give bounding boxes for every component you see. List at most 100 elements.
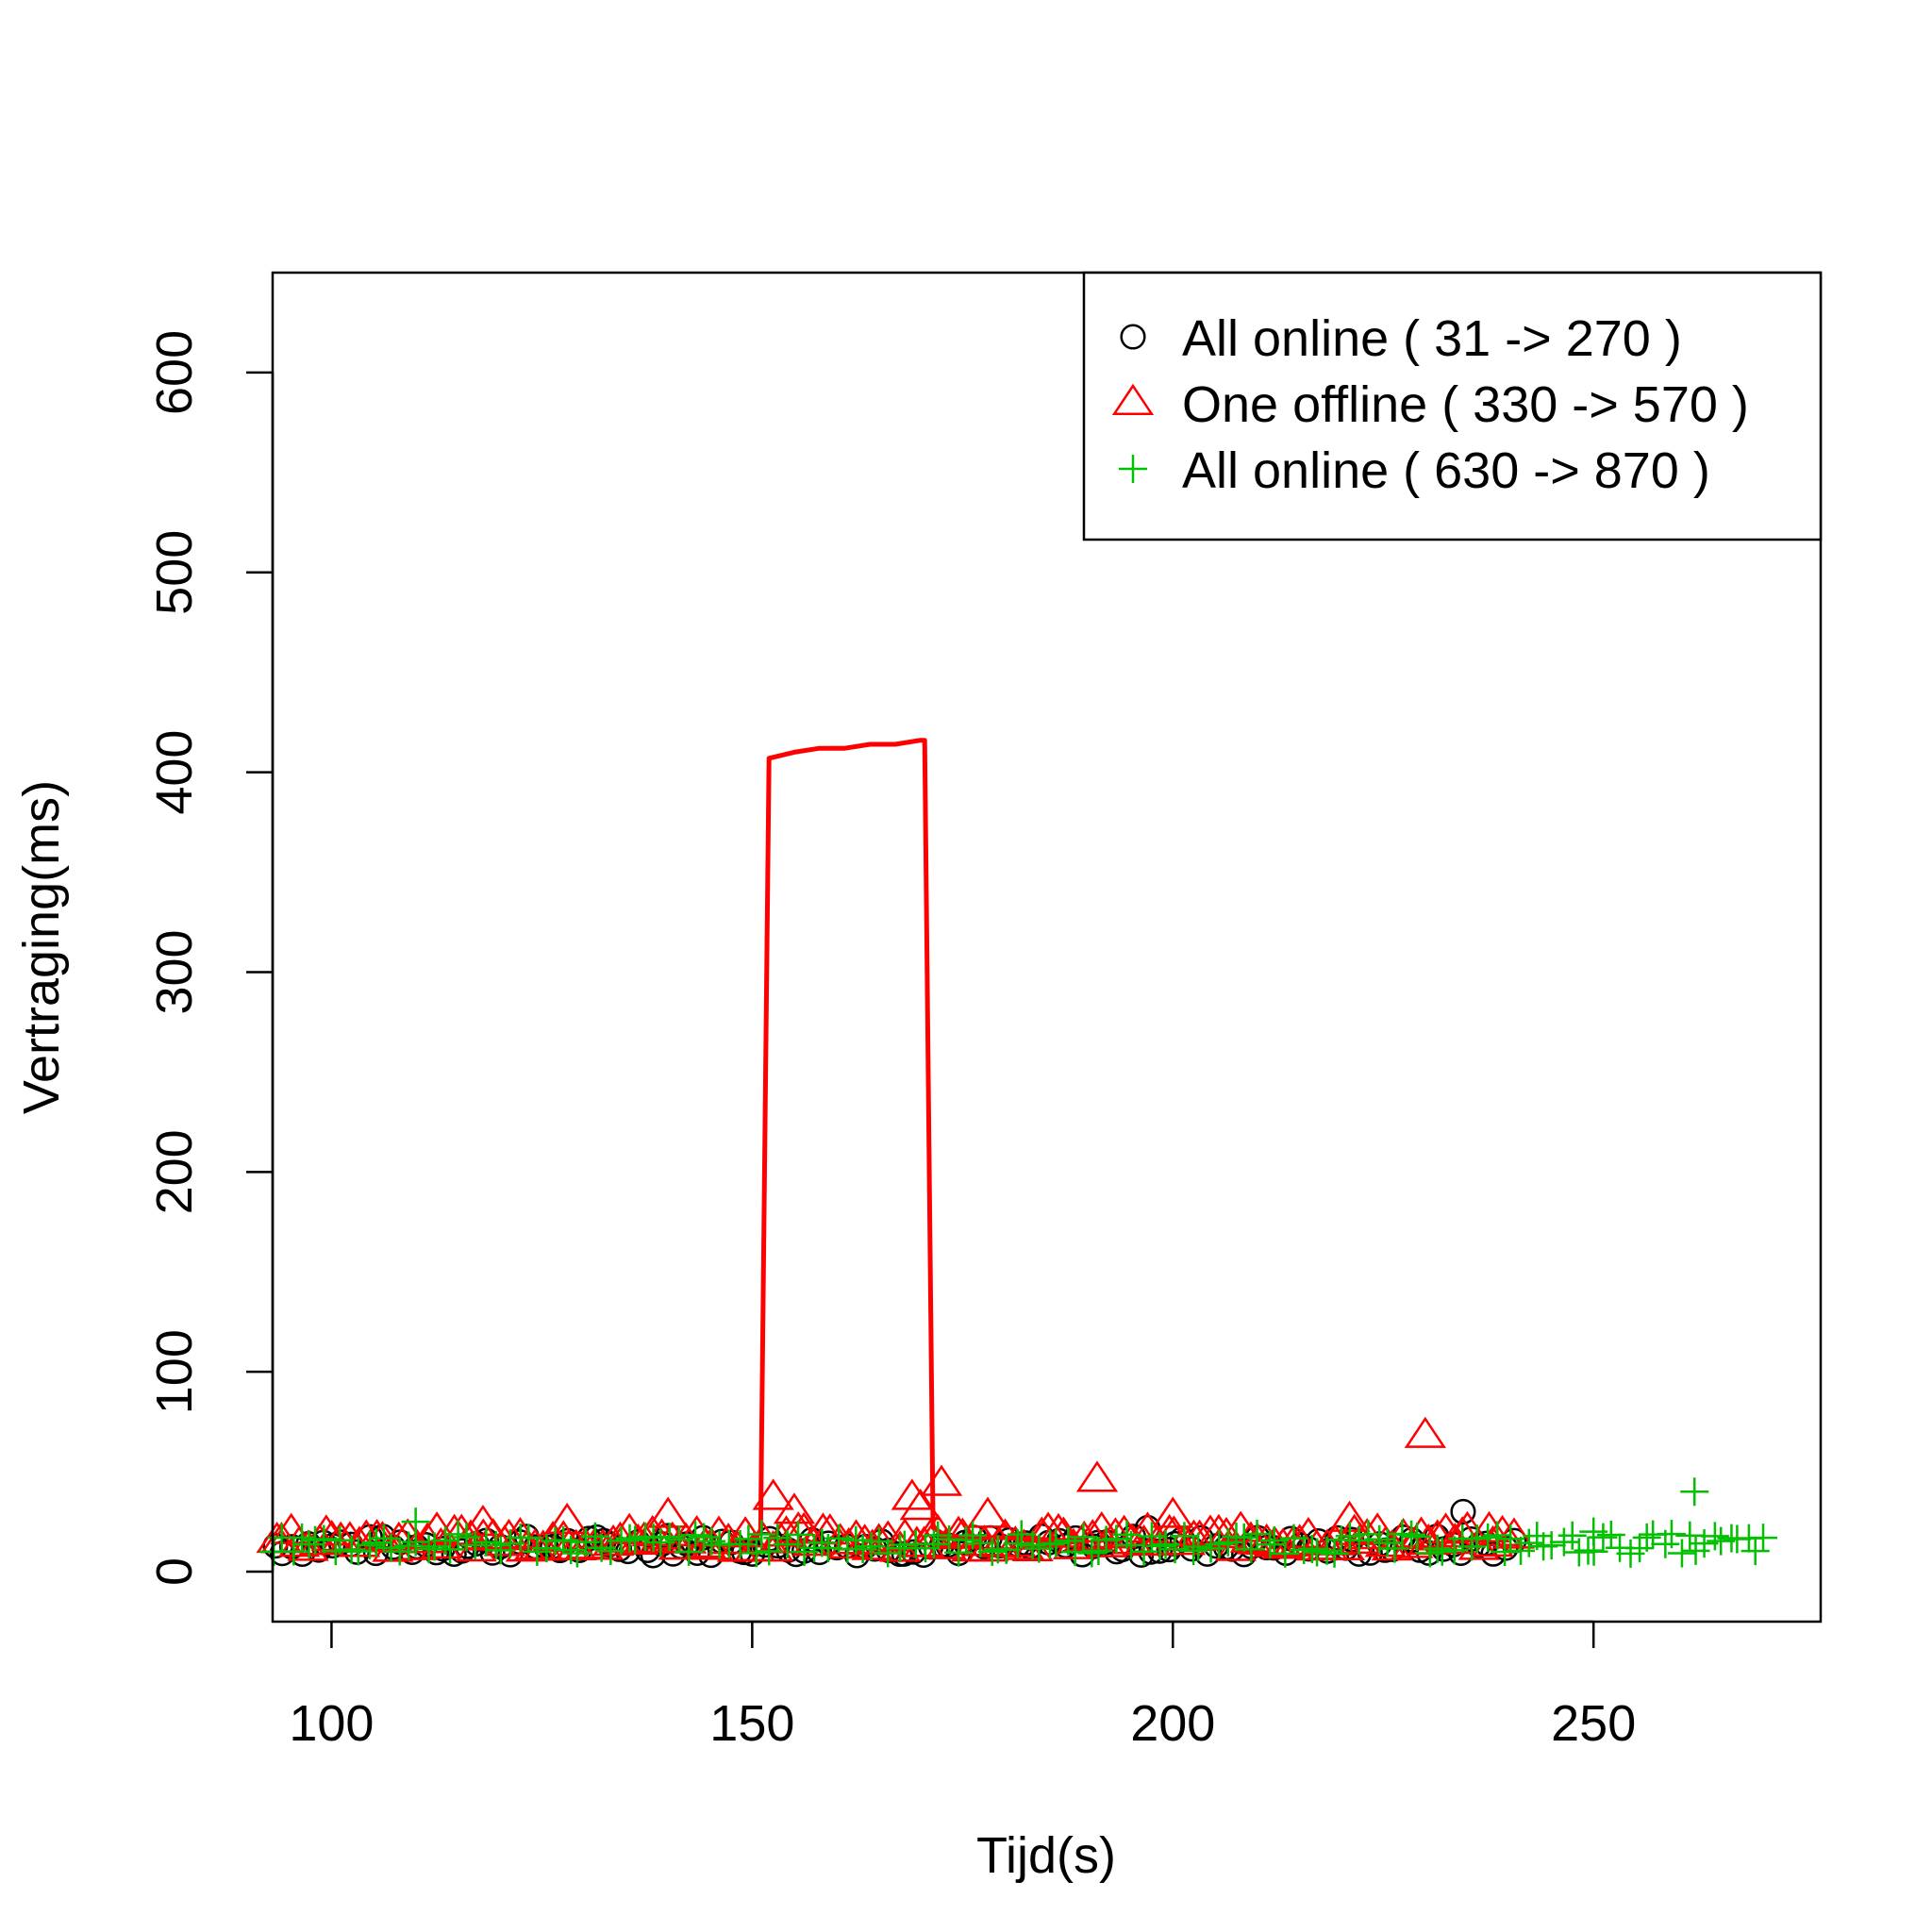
triangle-point (441, 1513, 483, 1545)
triangle-point (752, 1478, 794, 1510)
triangle-point (1481, 1514, 1524, 1547)
plus-point (675, 1537, 704, 1566)
plus-point (783, 1520, 812, 1549)
plus-point (1507, 1536, 1536, 1565)
plus-point (420, 1532, 449, 1561)
plus-point (952, 1525, 981, 1555)
triangle-point (773, 1492, 816, 1524)
plus-point (1145, 1531, 1174, 1560)
plus-point (1657, 1520, 1686, 1549)
legend-label: One offline ( 330 -> 570 ) (1182, 376, 1749, 433)
plus-point (337, 1535, 366, 1564)
y-axis-label: Vertraging(ms) (13, 780, 70, 1114)
triangle-point (647, 1496, 690, 1528)
plus-point (557, 1536, 586, 1565)
plus-point (1483, 1521, 1512, 1550)
plus-point (1084, 1537, 1113, 1566)
plus-point (1625, 1534, 1655, 1563)
y-tick-label: 0 (146, 1557, 203, 1586)
x-axis-label: Tijd(s) (976, 1827, 1116, 1884)
plus-point (361, 1528, 391, 1557)
triangle-point (522, 1529, 564, 1561)
y-tick-label: 400 (146, 730, 203, 815)
plus-point (741, 1539, 771, 1568)
plus-point (1196, 1534, 1225, 1563)
x-tick-label: 150 (709, 1695, 794, 1752)
x-tick-label: 200 (1130, 1695, 1215, 1752)
plus-point (808, 1528, 837, 1557)
plus-point (1457, 1532, 1487, 1561)
triangle-point (1111, 383, 1155, 415)
triangle-point (287, 1529, 329, 1561)
plus-point (991, 1535, 1021, 1564)
plus-point (1397, 1520, 1426, 1549)
plus-point (734, 1524, 763, 1554)
plus-point (1667, 1539, 1696, 1568)
y-tick-label: 500 (146, 530, 203, 615)
plus-point (1077, 1539, 1107, 1568)
plus-point (1119, 455, 1147, 483)
triangle-point (920, 1464, 963, 1496)
y-tick-label: 100 (146, 1329, 203, 1414)
triangle-point (546, 1502, 589, 1535)
plus-point (288, 1523, 317, 1552)
plot-marks (256, 738, 1778, 1569)
plus-point (944, 1538, 974, 1567)
plus-point (309, 1524, 339, 1554)
legend-label: All online ( 31 -> 270 ) (1182, 310, 1682, 367)
triangle-point (1220, 1510, 1262, 1542)
plus-point (1259, 1526, 1289, 1556)
plus-point (1117, 1530, 1146, 1559)
plus-point (1129, 1537, 1158, 1566)
plus-point (958, 1521, 988, 1550)
plus-point (1596, 1521, 1625, 1550)
plus-point (1675, 1521, 1705, 1550)
plus-point (1632, 1523, 1661, 1552)
plus-point (1740, 1537, 1770, 1566)
plus-point (1184, 1532, 1213, 1561)
y-tick-label: 300 (146, 929, 203, 1014)
plus-point (1320, 1539, 1349, 1568)
plus-point (1373, 1528, 1402, 1557)
plus-point (481, 1530, 510, 1559)
plus-point (1354, 1520, 1383, 1549)
plus-point (1041, 1529, 1071, 1558)
plus-point (1680, 1477, 1709, 1507)
plus-point (580, 1522, 609, 1551)
plus-point (1537, 1531, 1566, 1560)
triangle-point (1075, 1460, 1119, 1492)
plus-point (1024, 1534, 1054, 1563)
triangle-point (406, 1522, 449, 1554)
triangle-point (461, 1504, 505, 1537)
plus-point (874, 1539, 903, 1568)
circle-point (1120, 324, 1146, 350)
series-3 (259, 1477, 1778, 1568)
plus-point (1213, 1527, 1242, 1557)
plus-point (924, 1521, 953, 1550)
plus-point (436, 1535, 465, 1564)
plus-point (977, 1537, 1007, 1566)
plus-point (1256, 1530, 1285, 1559)
plus-point (886, 1534, 915, 1563)
plus-point (401, 1507, 430, 1537)
plus-point (1054, 1526, 1083, 1556)
triangle-point (1472, 1524, 1514, 1557)
series-2 (256, 738, 1536, 1562)
plus-point (1229, 1523, 1258, 1552)
plus-point (747, 1520, 776, 1549)
plus-point (1690, 1529, 1719, 1558)
plus-point (1681, 1536, 1710, 1565)
plus-point (355, 1530, 384, 1559)
legend-label: All online ( 630 -> 870 ) (1182, 442, 1710, 499)
triangle-point (891, 1478, 933, 1510)
plus-point (1427, 1537, 1457, 1566)
plus-point (1069, 1523, 1098, 1552)
axes: 100 150 200 250 0 100 200 300 400 500 600 (146, 330, 1636, 1752)
triangle-point (1136, 1524, 1179, 1556)
plus-point (690, 1523, 719, 1552)
y-tick-label: 600 (146, 330, 203, 415)
x-tick-label: 250 (1551, 1695, 1636, 1752)
plus-point (1462, 1524, 1491, 1554)
plus-point (1380, 1534, 1409, 1563)
